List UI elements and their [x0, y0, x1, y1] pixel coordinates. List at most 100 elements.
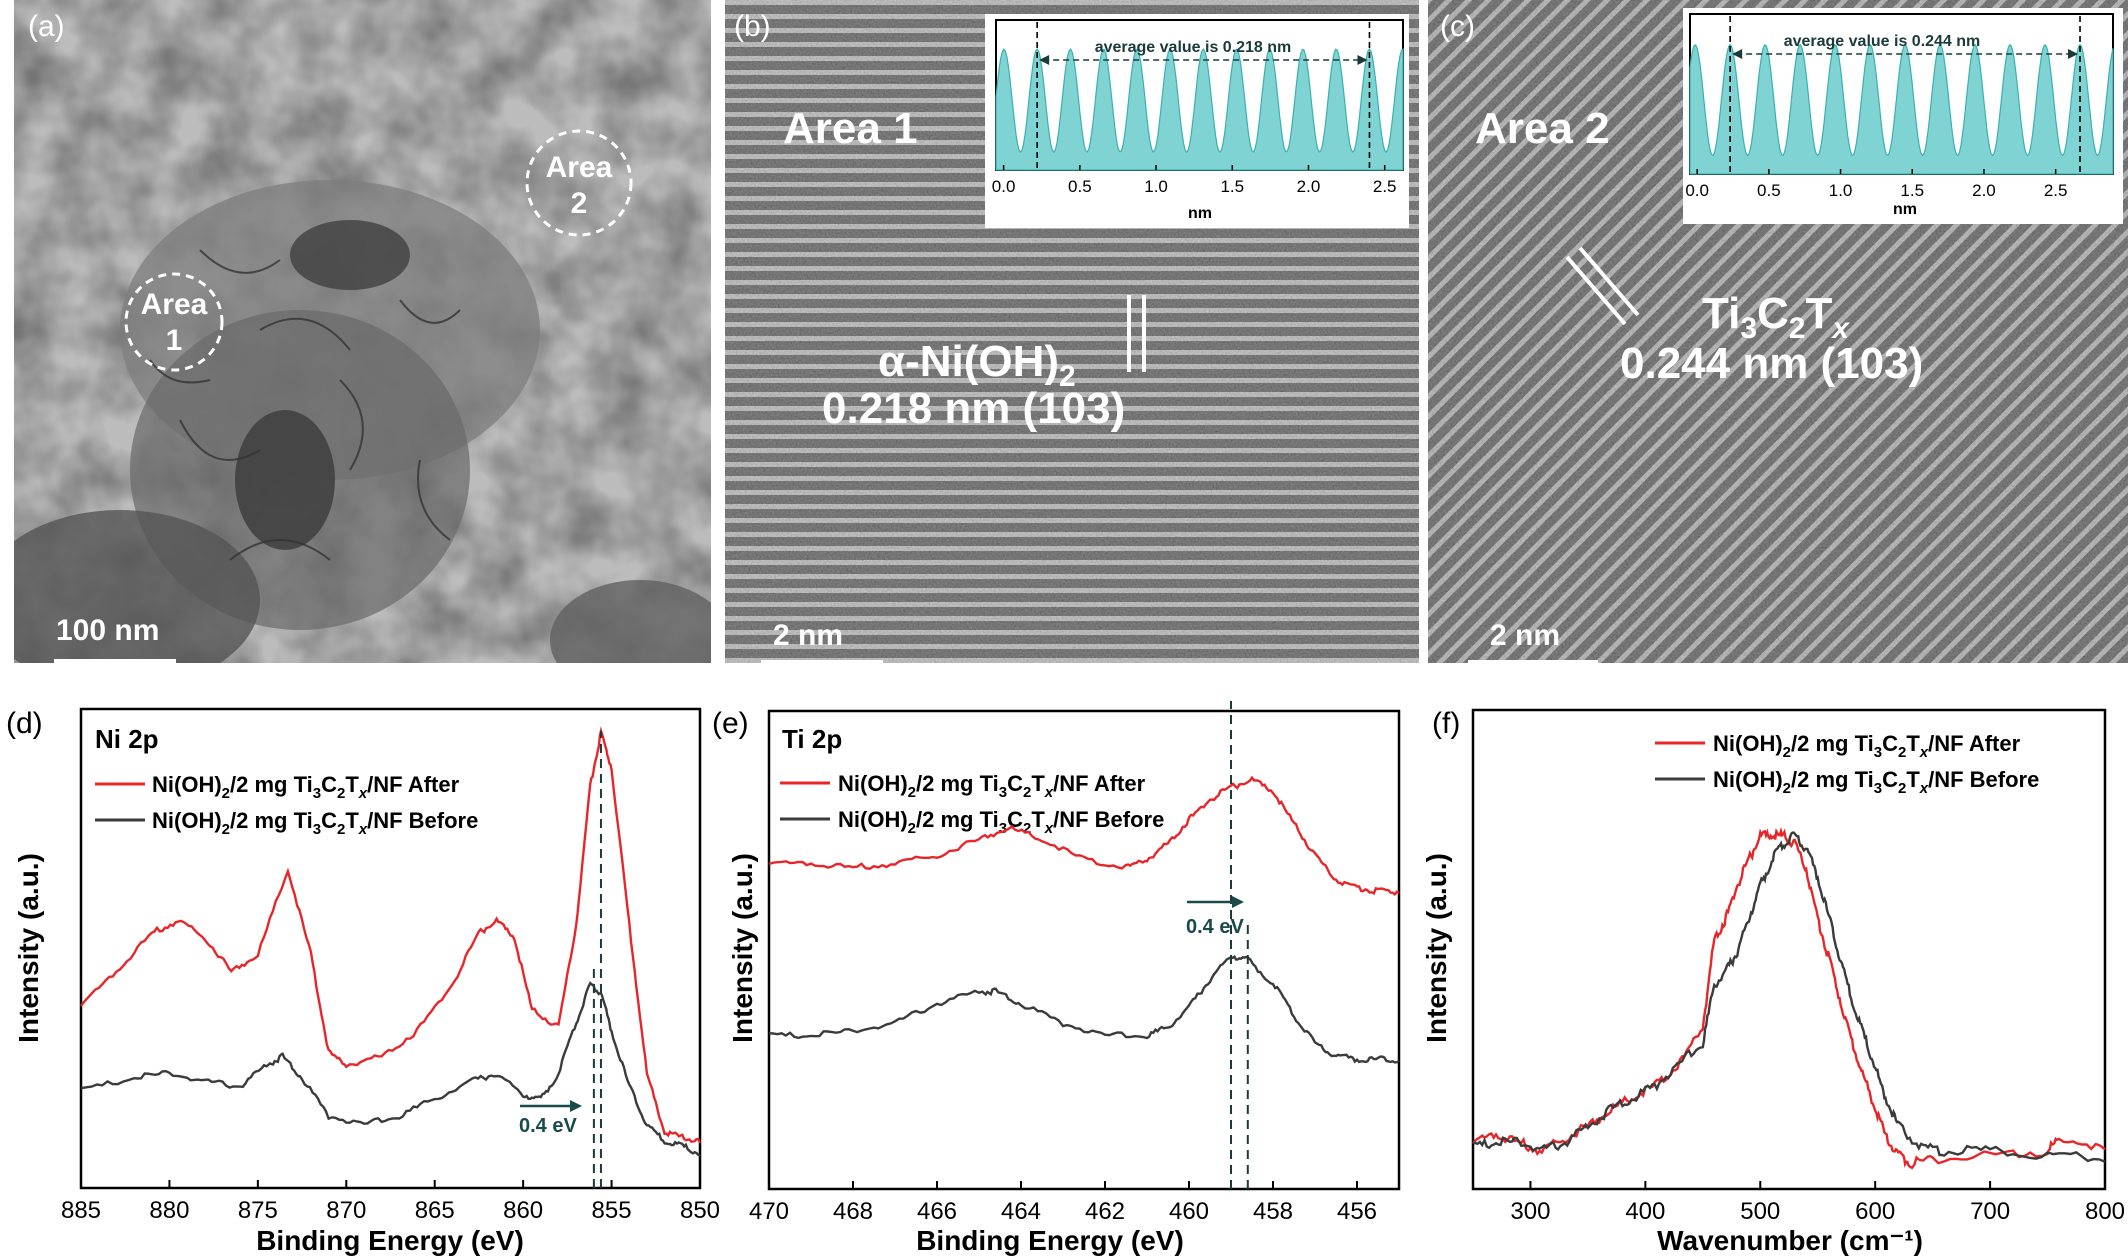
legend-e: Ni(OH)2/2 mg Ti3C2Tx/NF After Ni(OH)2/2 …: [780, 771, 1164, 837]
shift-label-e: 0.4 eV: [1186, 916, 1244, 938]
inset-x-tick-label: 2.0: [1297, 177, 1321, 196]
panel-e-chart: (e) Ti 2p Ni(OH)2/2 mg Ti3C2Tx/NF After …: [712, 701, 1401, 1256]
panel-d-chart: (d) Ni 2p Ni(OH)2/2 mg Ti3C2Tx/NF After …: [6, 707, 720, 1256]
inset-b-annotation: average value is 0.218 nm: [1095, 39, 1292, 56]
inset-arrow-head: [2068, 49, 2079, 59]
area-1-title: Area 1: [783, 104, 918, 153]
x-tick-label: 500: [1740, 1198, 1780, 1225]
legend-f-after: Ni(OH)2/2 mg Ti3C2Tx/NF After: [1713, 731, 2021, 761]
legend-e-before: Ni(OH)2/2 mg Ti3C2Tx/NF Before: [838, 807, 1164, 837]
inset-b-xlabel: nm: [1188, 205, 1212, 222]
inset-arrow-head: [1039, 55, 1050, 65]
x-tick-label: 456: [1337, 1198, 1377, 1225]
x-tick-label: 800: [2085, 1198, 2125, 1225]
x-tick-label: 470: [749, 1198, 789, 1225]
inset-x-tick-label: 0.5: [1757, 181, 1781, 200]
panel-a-label: (a): [28, 10, 65, 43]
y-axis-label-d: Intensity (a.u.): [13, 853, 44, 1043]
phase-label-c: Ti3C2Tx: [1702, 289, 1850, 345]
inset-arrow-head: [1732, 49, 1743, 59]
x-axis-label-d: Binding Energy (eV): [256, 1225, 524, 1256]
x-tick-label: 468: [833, 1198, 873, 1225]
spacing-label-c: 0.244 nm (103): [1620, 339, 1923, 388]
inset-x-tick-label: 0.5: [1068, 177, 1092, 196]
area-2-label-line1: Area: [546, 151, 613, 184]
inset-c-xlabel: nm: [1893, 201, 1917, 218]
x-tick-label: 466: [917, 1198, 957, 1225]
legend-d-before: Ni(OH)2/2 mg Ti3C2Tx/NF Before: [152, 808, 478, 838]
x-tick-label: 458: [1253, 1198, 1293, 1225]
x-tick-label: 875: [238, 1197, 278, 1224]
inset-x-tick-label: 2.5: [2044, 181, 2068, 200]
area-2-marker: [525, 129, 633, 237]
scale-bar-label-c: 2 nm: [1490, 619, 1560, 652]
shift-arrow-e: 0.4 eV: [1186, 896, 1244, 938]
scale-bar-c: [1468, 660, 1598, 663]
panel-e-title: Ti 2p: [782, 724, 842, 754]
x-axis-label-e: Binding Energy (eV): [916, 1225, 1184, 1256]
x-tick-label: 462: [1085, 1198, 1125, 1225]
series-line-before: [768, 955, 1400, 1064]
x-tick-label: 464: [1001, 1198, 1041, 1225]
legend-d: Ni(OH)2/2 mg Ti3C2Tx/NF After Ni(OH)2/2 …: [95, 772, 478, 838]
panel-b-hrtem-image: (b) Area 1 α-Ni(OH)2 0.218 nm (103) 2 nm…: [725, 0, 1419, 663]
spacing-label-b: 0.218 nm (103): [822, 384, 1125, 433]
phase-label-b: α-Ni(OH)2: [878, 337, 1076, 393]
x-tick-label: 855: [592, 1197, 632, 1224]
shift-label-d: 0.4 eV: [519, 1115, 577, 1137]
inset-profile-area: [995, 47, 1404, 171]
series-line-after: [768, 775, 1400, 896]
x-tick-label: 460: [1169, 1198, 1209, 1225]
panel-f-label: (f): [1432, 707, 1460, 740]
series-line-after: [1472, 826, 2106, 1170]
legend-f-before: Ni(OH)2/2 mg Ti3C2Tx/NF Before: [1713, 767, 2039, 797]
x-tick-label: 860: [503, 1197, 543, 1224]
series-line-before: [1472, 831, 2106, 1163]
x-tick-label: 880: [149, 1197, 189, 1224]
panel-c-label: (c): [1440, 10, 1475, 43]
series-line-before: [80, 981, 701, 1157]
inset-x-tick-label: 2.5: [1373, 177, 1397, 196]
inset-c-annotation: average value is 0.244 nm: [1784, 33, 1981, 50]
panel-d-label: (d): [6, 707, 43, 740]
inset-b-profile: 0.0 0.5 1.0 1.5 2.0 2.5 nm average value is 0…: [985, 14, 1409, 228]
fringe-marker-3: [1565, 255, 1627, 326]
inset-x-tick-label: 1.5: [1220, 177, 1244, 196]
x-tick-label: 870: [326, 1197, 366, 1224]
legend-d-after: Ni(OH)2/2 mg Ti3C2Tx/NF After: [152, 772, 460, 802]
scale-bar-b: [761, 660, 883, 663]
area-2-label-line2: 2: [571, 187, 588, 220]
x-tick-label: 300: [1510, 1198, 1550, 1225]
y-axis-label-e: Intensity (a.u.): [727, 853, 758, 1043]
panel-d-title: Ni 2p: [95, 724, 159, 754]
inset-c-profile: 0.0 0.5 1.0 1.5 2.0 2.5 nm average value is 0…: [1683, 8, 2123, 224]
shift-arrow-d: 0.4 eV: [519, 1100, 582, 1137]
panel-c-hrtem-image: (c) Area 2 Ti3C2Tx 0.244 nm (103) 2 nm 0…: [1428, 0, 2128, 663]
panel-a-tem-image: Area 1 Area 2 (a) 100 nm: [14, 0, 711, 663]
inset-x-tick-label: 0.0: [1685, 181, 1709, 200]
inset-x-tick-label: 0.0: [992, 177, 1016, 196]
scale-bar-label-a: 100 nm: [56, 614, 159, 647]
x-tick-label: 865: [415, 1197, 455, 1224]
area-1-marker: [124, 272, 224, 372]
area-1-label-line2: 1: [166, 324, 183, 357]
x-tick-label: 400: [1625, 1198, 1665, 1225]
series-line-after: [80, 726, 702, 1144]
panel-b-label: (b): [734, 10, 771, 43]
inset-x-tick-label: 1.0: [1829, 181, 1853, 200]
scale-bar-a: [54, 659, 176, 663]
inset-arrow-head: [1357, 55, 1368, 65]
x-axis-label-f: Wavenumber (cm⁻¹): [1657, 1225, 1923, 1256]
scale-bar-label-b: 2 nm: [773, 619, 843, 652]
nanosheet-aggregate: [14, 180, 711, 663]
x-tick-label: 885: [61, 1197, 101, 1224]
inset-x-tick-label: 1.0: [1144, 177, 1168, 196]
x-tick-label: 850: [680, 1197, 720, 1224]
area-1-label-line1: Area: [141, 288, 208, 321]
panel-f-chart: (f) Ni(OH)2/2 mg Ti3C2Tx/NF After Ni(OH)…: [1421, 707, 2125, 1256]
fringe-marker-4: [1578, 246, 1640, 317]
y-axis-label-f: Intensity (a.u.): [1421, 853, 1452, 1043]
legend-f: Ni(OH)2/2 mg Ti3C2Tx/NF After Ni(OH)2/2 …: [1655, 731, 2039, 797]
legend-e-after: Ni(OH)2/2 mg Ti3C2Tx/NF After: [838, 771, 1146, 801]
